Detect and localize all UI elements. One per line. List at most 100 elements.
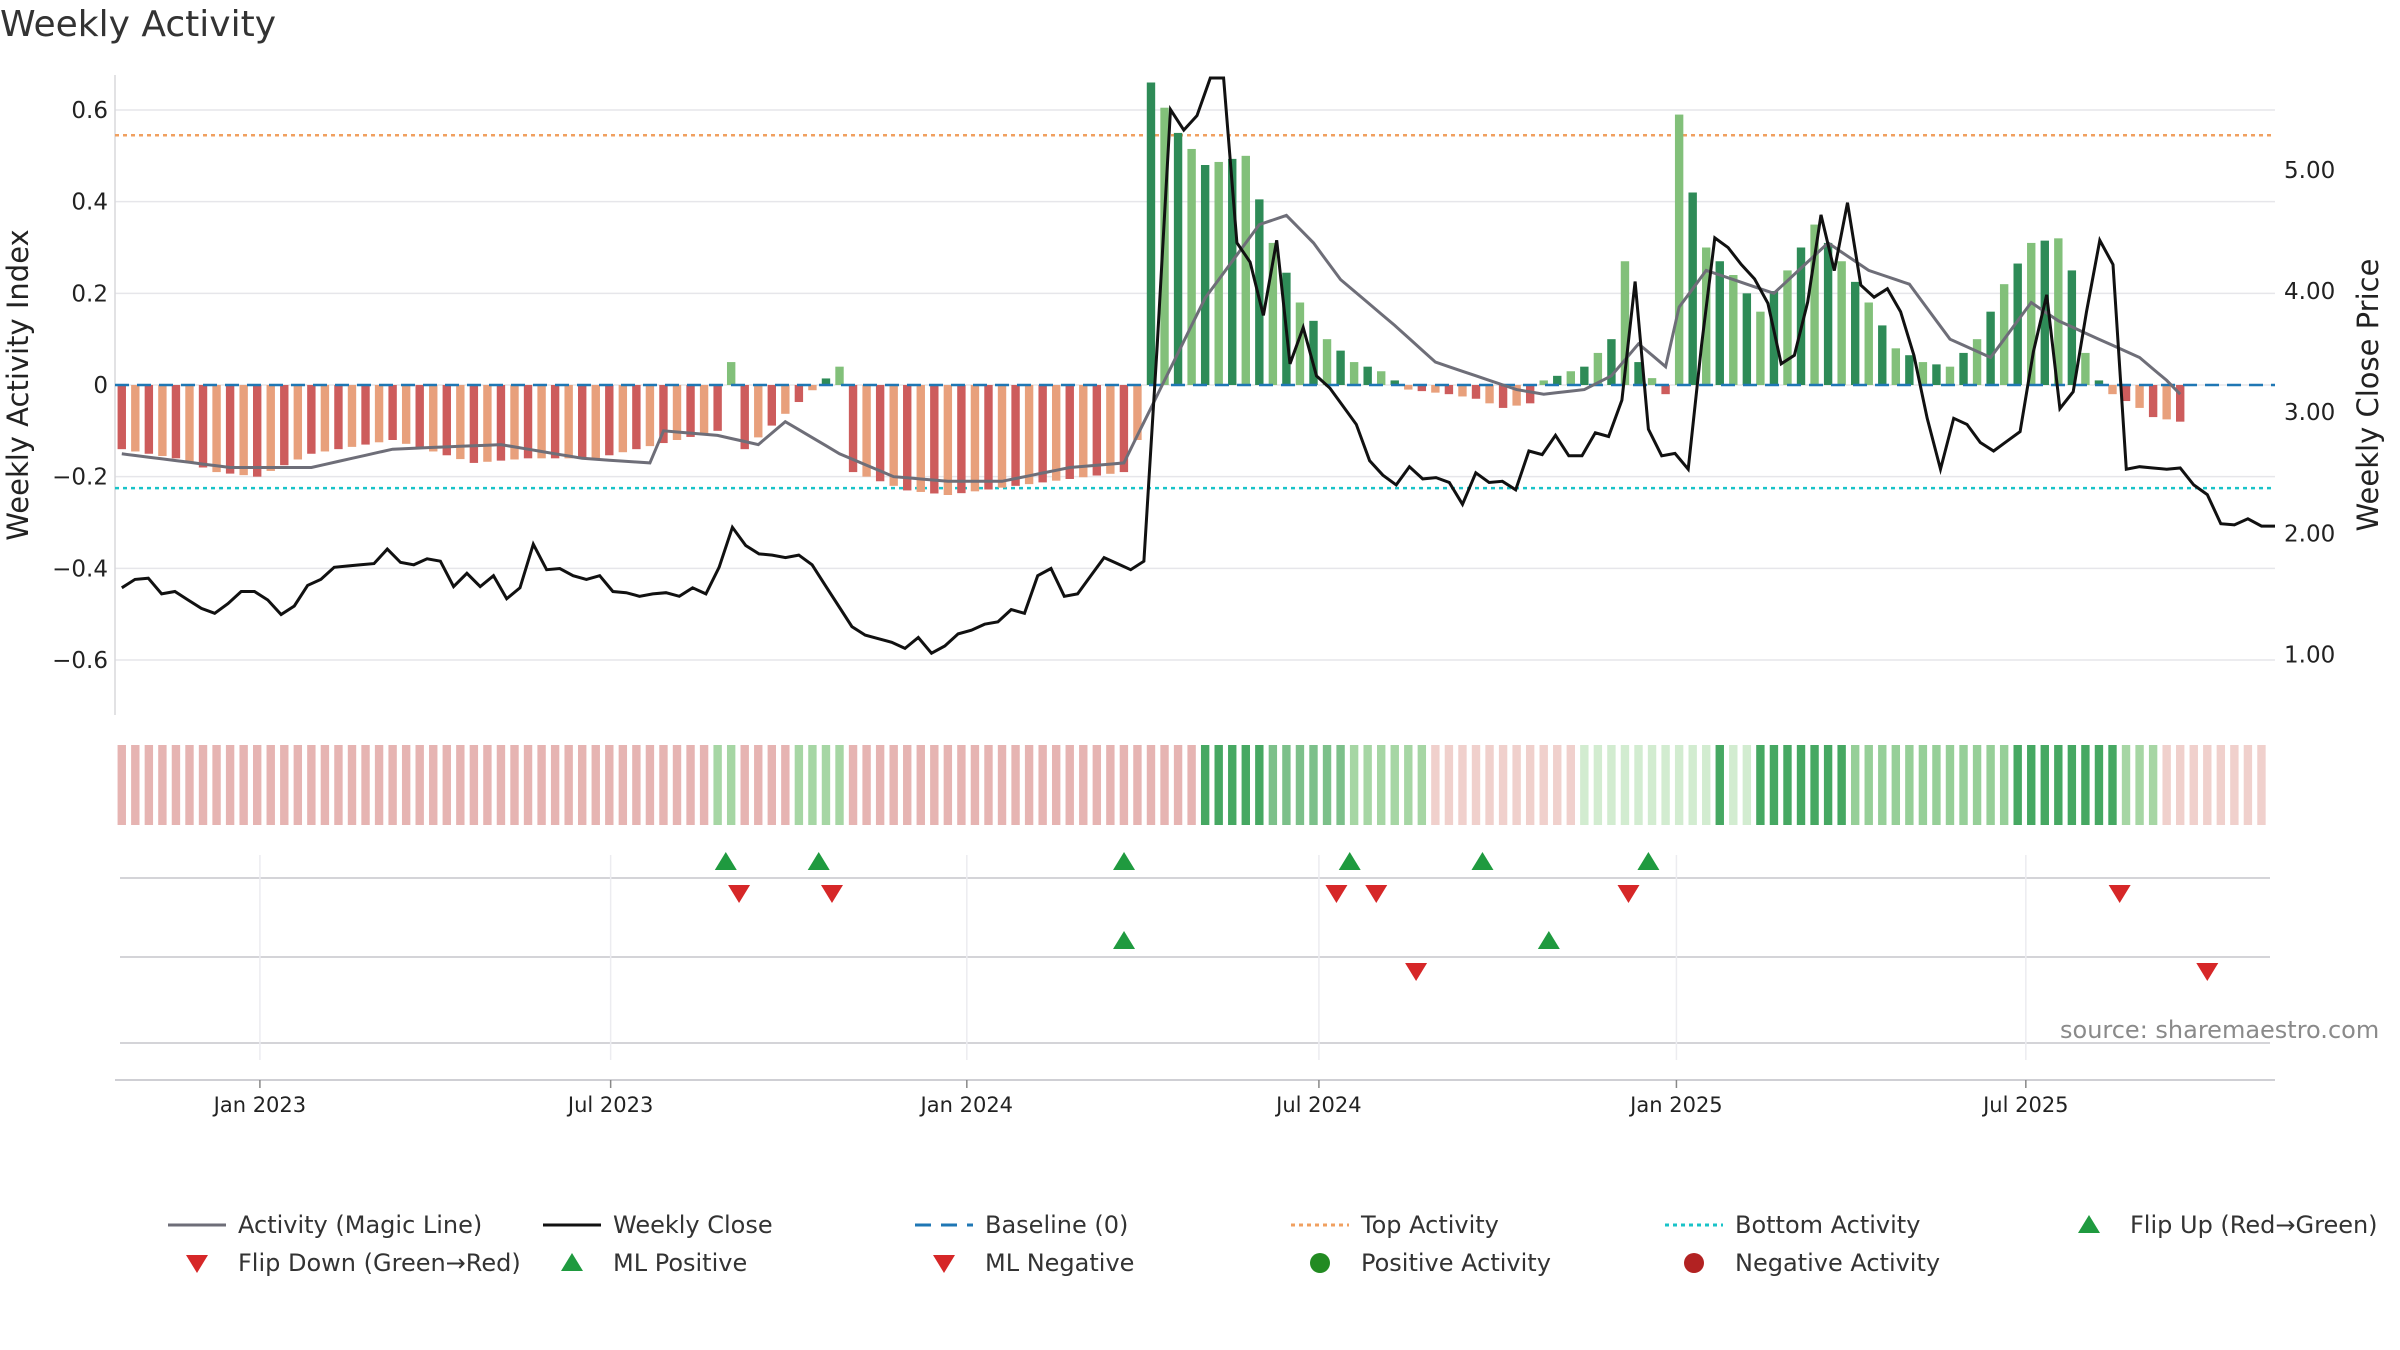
legend-swatch bbox=[561, 1253, 583, 1271]
activity-bar bbox=[713, 385, 722, 431]
strip-cell bbox=[862, 745, 871, 825]
strip-cell bbox=[1959, 745, 1968, 825]
activity-bar bbox=[1539, 380, 1548, 385]
activity-bar bbox=[1160, 107, 1169, 385]
activity-bar bbox=[1309, 320, 1318, 385]
weekly-close-series bbox=[120, 76, 2275, 656]
activity-bar bbox=[1972, 339, 1982, 385]
strip-cell bbox=[2094, 745, 2104, 825]
y-left-tick-label: 0.2 bbox=[71, 281, 108, 307]
activity-bar bbox=[1769, 291, 1779, 385]
activity-bar bbox=[1580, 366, 1589, 385]
activity-bar bbox=[1850, 281, 1860, 385]
strip-cell bbox=[1850, 745, 1860, 825]
flip-up-marker bbox=[714, 852, 737, 870]
activity-bar bbox=[1918, 362, 1928, 385]
strip-cell bbox=[2135, 745, 2144, 825]
strip-cell bbox=[1431, 745, 1440, 825]
activity-bar bbox=[1268, 242, 1278, 385]
strip-cell bbox=[1945, 745, 1955, 825]
activity-bar bbox=[442, 385, 451, 456]
strip-cell bbox=[1390, 745, 1399, 825]
strip-cell bbox=[361, 745, 370, 825]
activity-bar bbox=[347, 385, 357, 447]
x-tick-label: Jan 2025 bbox=[1628, 1093, 1723, 1117]
activity-bar bbox=[781, 385, 790, 414]
strip-cell bbox=[957, 745, 966, 825]
activity-bar bbox=[1986, 311, 1995, 385]
activity-bar bbox=[2027, 242, 2036, 385]
strip-cell bbox=[212, 745, 221, 825]
legend-label: Activity (Magic Line) bbox=[238, 1211, 482, 1239]
legend-swatch bbox=[1310, 1253, 1330, 1273]
strip-cell bbox=[2040, 745, 2049, 825]
strip-cell bbox=[2257, 745, 2266, 825]
y-right-tick-label: 5.00 bbox=[2284, 158, 2335, 184]
strip-cell bbox=[591, 745, 600, 825]
legend-label: ML Positive bbox=[613, 1249, 747, 1277]
strip-cell bbox=[2054, 745, 2063, 825]
strip-cell bbox=[564, 745, 573, 825]
legend-swatch bbox=[1684, 1253, 1704, 1273]
strip-cell bbox=[672, 745, 682, 825]
activity-bar bbox=[1106, 385, 1115, 474]
activity-bar bbox=[2121, 385, 2131, 402]
activity-bar bbox=[957, 385, 966, 494]
strip-cell bbox=[523, 745, 533, 825]
activity-bar bbox=[808, 385, 817, 391]
activity-bar bbox=[1295, 302, 1305, 385]
activity-bar bbox=[374, 385, 384, 443]
activity-bar bbox=[144, 385, 154, 454]
activity-bar bbox=[523, 385, 533, 459]
strip-cell bbox=[699, 745, 709, 825]
strip-cell bbox=[1823, 745, 1833, 825]
strip-cell bbox=[875, 745, 885, 825]
activity-bar bbox=[1065, 385, 1074, 479]
strip-cell bbox=[754, 745, 763, 825]
activity-bar bbox=[1024, 385, 1034, 485]
activity-bar bbox=[672, 385, 682, 440]
strip-cell bbox=[158, 745, 167, 825]
strip-cell bbox=[835, 745, 844, 825]
source-label: source: sharemaestro.com bbox=[2060, 1016, 2380, 1044]
strip-cell bbox=[307, 745, 316, 825]
activity-bar bbox=[2162, 385, 2171, 420]
x-tick-label: Jul 2025 bbox=[1981, 1093, 2068, 1117]
strip-cell bbox=[903, 745, 912, 825]
legend-label: Negative Activity bbox=[1735, 1249, 1940, 1277]
activity-bar bbox=[1119, 385, 1129, 473]
activity-bar bbox=[767, 385, 777, 426]
flip-up-marker bbox=[1338, 852, 1361, 870]
activity-bar bbox=[821, 378, 831, 385]
activity-bar bbox=[1837, 261, 1846, 385]
strip-cell bbox=[1417, 745, 1427, 825]
signal-rows bbox=[120, 852, 2270, 1060]
strip-cell bbox=[496, 745, 506, 825]
strip-cell bbox=[970, 745, 980, 825]
y-left-tick-label: 0 bbox=[93, 373, 108, 399]
activity-bar bbox=[1200, 165, 1210, 385]
legend-item: Negative Activity bbox=[1684, 1249, 1940, 1277]
strip-cell bbox=[1133, 745, 1142, 825]
y-axis-right-label: Weekly Close Price bbox=[2351, 259, 2385, 532]
flip-down-marker bbox=[2108, 885, 2131, 903]
strip-cell bbox=[1634, 745, 1643, 825]
strip-cell bbox=[1363, 745, 1372, 825]
strip-cell bbox=[930, 745, 939, 825]
activity-bar bbox=[1607, 339, 1616, 385]
y-axis-left-label: Weekly Activity Index bbox=[1, 229, 35, 540]
activity-bar bbox=[456, 385, 465, 460]
activity-bar bbox=[1498, 385, 1508, 408]
strip-cell bbox=[1715, 745, 1724, 825]
ml-negative-marker bbox=[2196, 963, 2219, 981]
strip-cell bbox=[1756, 745, 1765, 825]
activity-bar bbox=[1932, 364, 1941, 385]
y-left-tick-label: 0.6 bbox=[71, 98, 108, 124]
strip-cell bbox=[1525, 745, 1535, 825]
strip-cell bbox=[1702, 745, 1711, 825]
activity-bar bbox=[1228, 158, 1237, 385]
strip-cell bbox=[1024, 745, 1034, 825]
activity-bar bbox=[889, 385, 898, 486]
activity-bar bbox=[401, 385, 411, 444]
